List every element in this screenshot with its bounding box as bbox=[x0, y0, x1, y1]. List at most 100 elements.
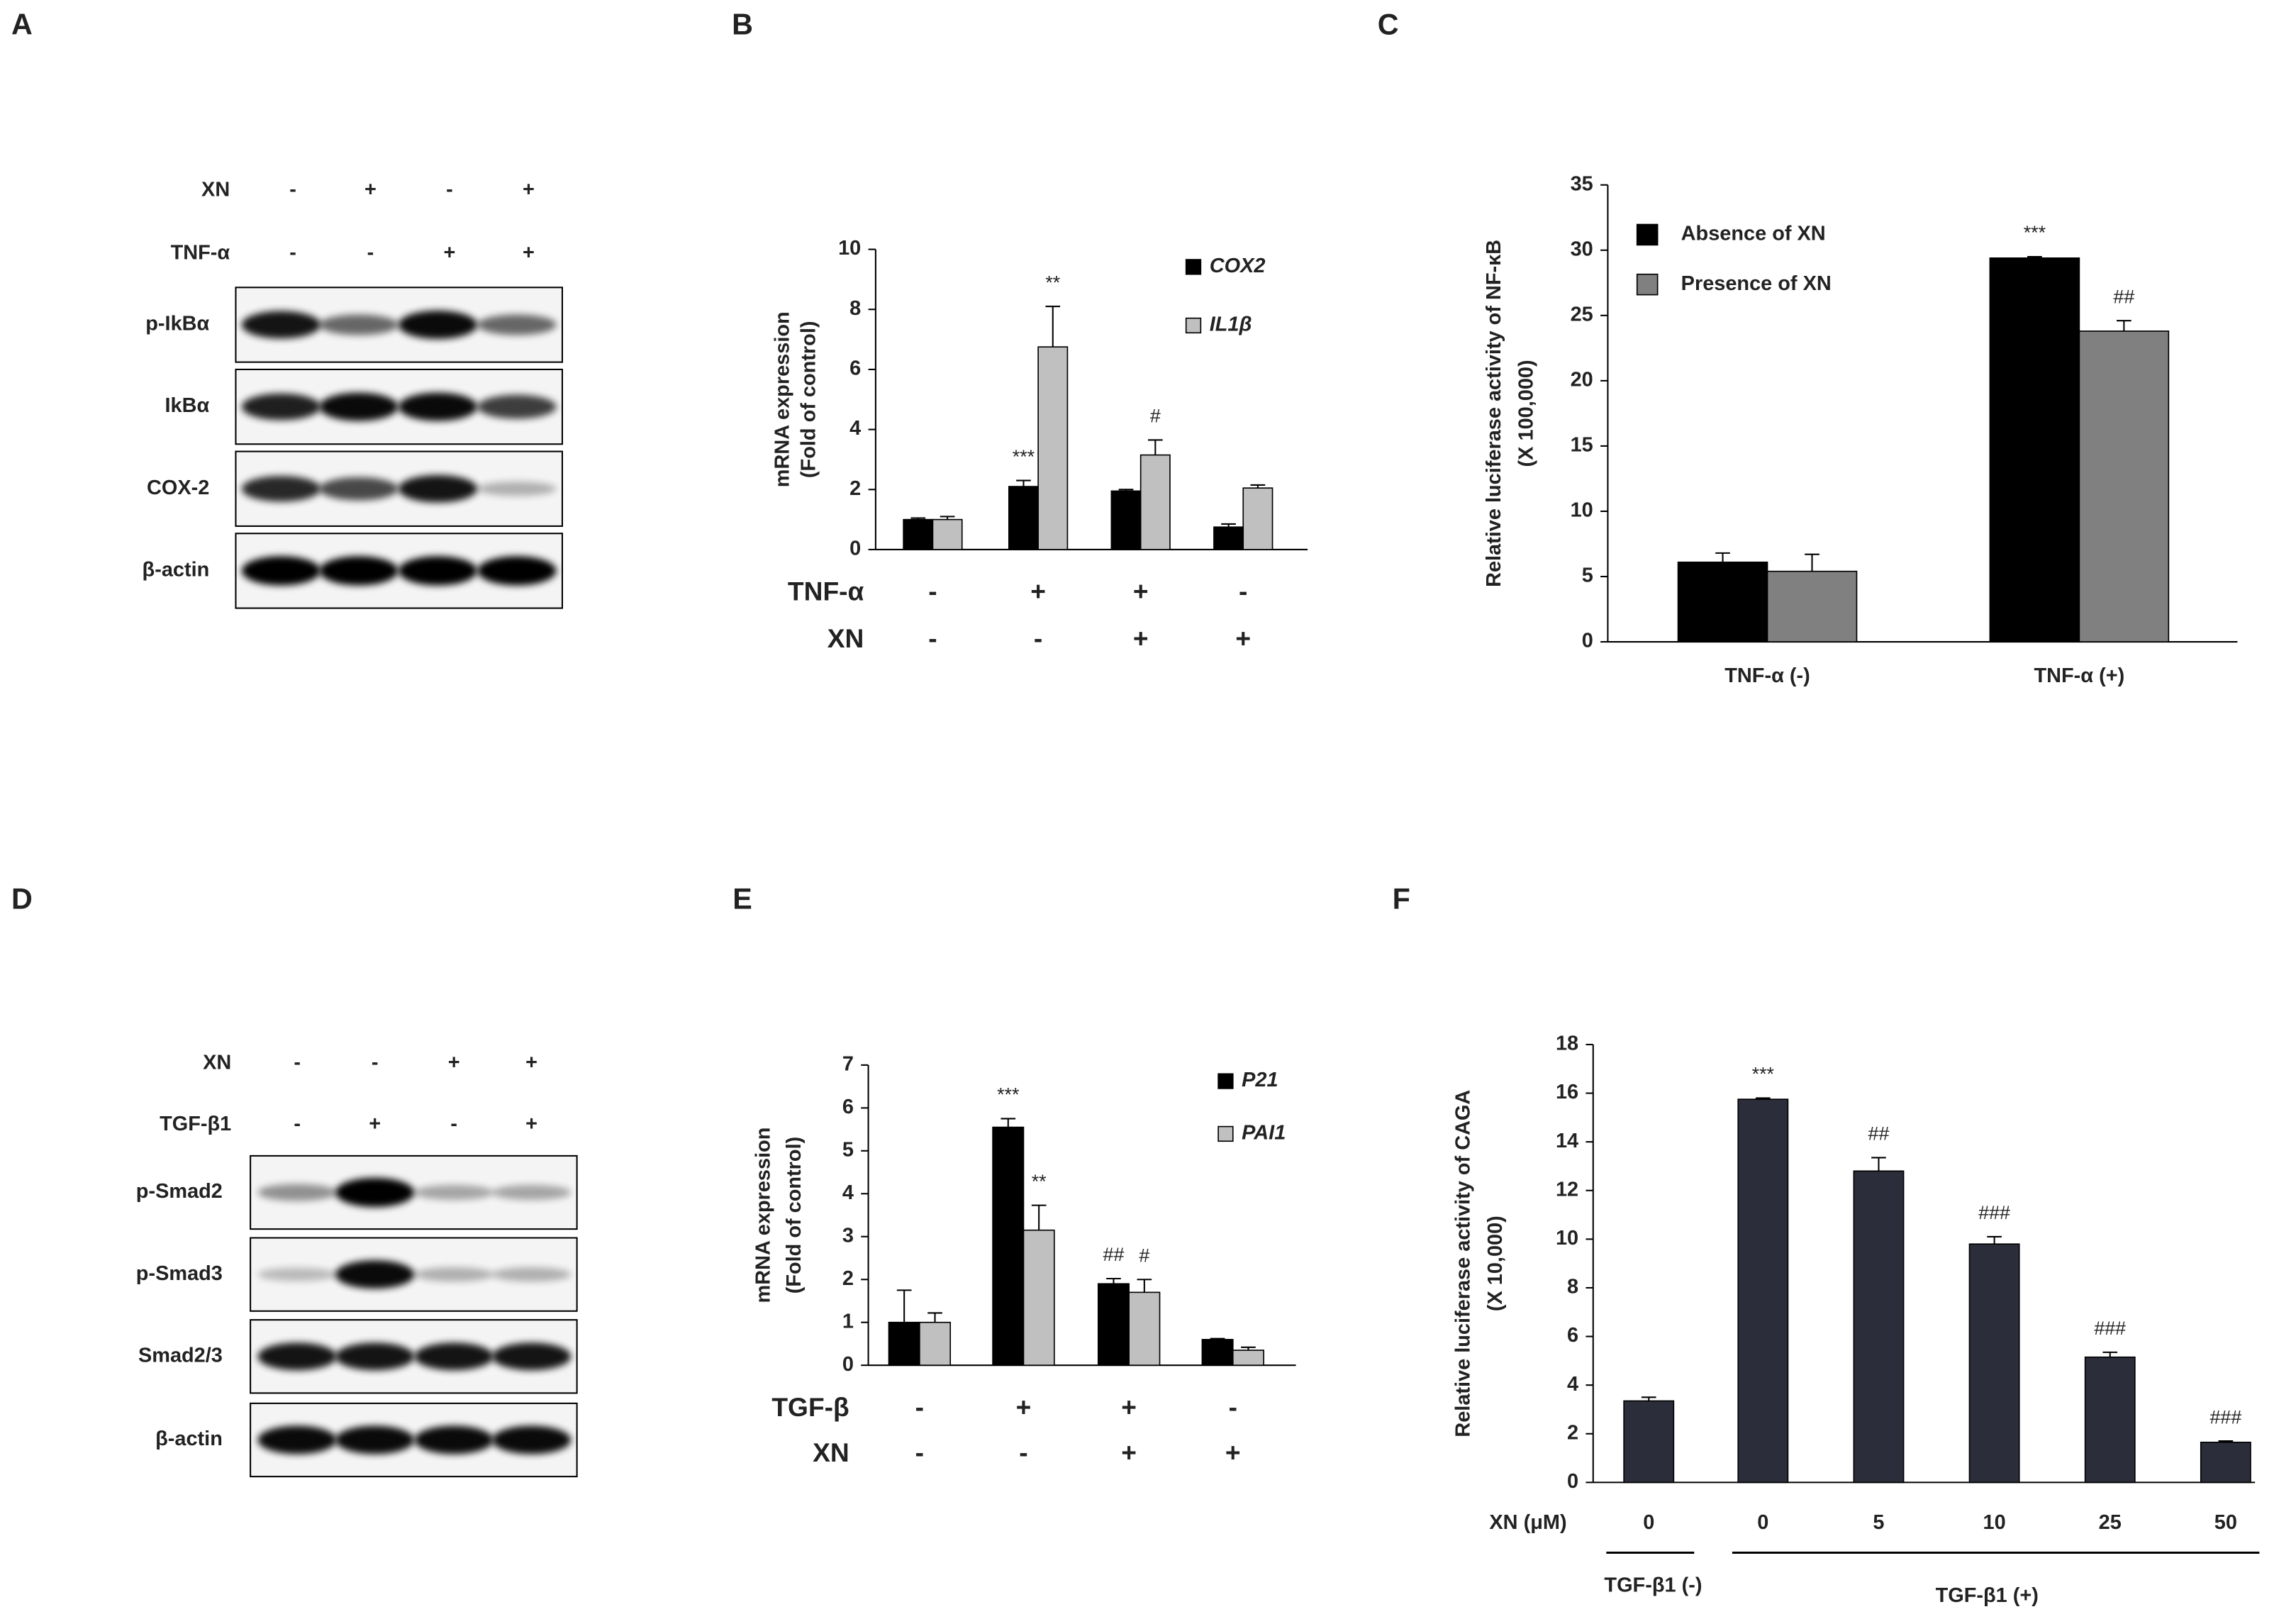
condition-sign: + bbox=[448, 1051, 460, 1074]
bar bbox=[2200, 1441, 2251, 1484]
legend-swatch bbox=[1217, 1073, 1234, 1089]
error-bar bbox=[910, 517, 926, 520]
bar bbox=[1022, 1229, 1055, 1367]
condition-sign: + bbox=[525, 1051, 537, 1074]
y-axis-label: (X 10,000) bbox=[1484, 1215, 1507, 1311]
blot-band bbox=[257, 1184, 337, 1201]
legend-label: P21 bbox=[1242, 1069, 1278, 1091]
y-axis-label: (Fold of control) bbox=[798, 321, 820, 479]
condition-sign: + bbox=[1133, 623, 1149, 653]
y-tick-label: 2 bbox=[1567, 1421, 1578, 1444]
bar bbox=[1097, 1283, 1130, 1367]
y-tick-label: 15 bbox=[1571, 434, 1593, 457]
bar bbox=[992, 1126, 1025, 1367]
y-tick-label: 8 bbox=[849, 297, 861, 320]
condition-sign: + bbox=[1121, 1392, 1137, 1422]
legend-swatch bbox=[1217, 1125, 1234, 1142]
y-tick-label: 0 bbox=[849, 538, 861, 560]
y-tick-label: 25 bbox=[1571, 303, 1593, 326]
blot-band bbox=[398, 556, 478, 586]
blot-band bbox=[257, 1425, 337, 1454]
y-tick-label: 6 bbox=[849, 357, 861, 380]
error-bar bbox=[1106, 1277, 1121, 1284]
error-bar bbox=[1987, 1235, 2002, 1245]
blot-band bbox=[241, 311, 321, 339]
condition-sign: - bbox=[446, 179, 453, 201]
y-tick-label: 5 bbox=[1582, 564, 1593, 587]
condition-sign: - bbox=[1019, 1437, 1027, 1467]
y-tick-label: 6 bbox=[842, 1096, 854, 1118]
y-axis-label: (Fold of control) bbox=[783, 1137, 806, 1294]
y-tick-label: 10 bbox=[1556, 1227, 1578, 1250]
blot-band bbox=[477, 482, 557, 496]
y-tick-label: 30 bbox=[1571, 238, 1593, 260]
condition-sign: - bbox=[450, 1113, 457, 1135]
condition-sign: + bbox=[525, 1113, 537, 1135]
y-tick-label: 20 bbox=[1571, 369, 1593, 391]
condition-label: TNF-α bbox=[171, 241, 230, 264]
bar bbox=[1737, 1098, 1789, 1484]
blot-band bbox=[241, 393, 321, 421]
y-tick-label: 5 bbox=[842, 1138, 854, 1161]
y-tick-label: 4 bbox=[842, 1181, 854, 1204]
significance-label: *** bbox=[2024, 222, 2046, 243]
x-tick-label: 50 bbox=[2214, 1511, 2237, 1534]
band-label: β-actin bbox=[143, 559, 210, 582]
bar bbox=[1232, 1350, 1264, 1367]
bar bbox=[1853, 1170, 1905, 1484]
y-tick-label: 16 bbox=[1556, 1081, 1578, 1103]
y-tick-label: 3 bbox=[842, 1224, 854, 1247]
significance-label: *** bbox=[997, 1084, 1020, 1106]
bar bbox=[2078, 330, 2170, 642]
band-label: Smad2/3 bbox=[138, 1344, 223, 1367]
bar bbox=[1989, 257, 2080, 642]
significance-label: *** bbox=[1013, 446, 1035, 467]
condition-sign: + bbox=[1121, 1437, 1137, 1467]
bar bbox=[903, 518, 934, 550]
legend-label: Presence of XN bbox=[1681, 272, 1832, 295]
y-axis-label: mRNA expression bbox=[771, 311, 793, 487]
bar bbox=[1677, 561, 1768, 642]
blot-band bbox=[257, 1342, 337, 1371]
condition-sign: - bbox=[915, 1437, 924, 1467]
blot-band bbox=[319, 314, 399, 335]
bar bbox=[1766, 570, 1858, 642]
x-axis-label: XN (μM) bbox=[1489, 1511, 1566, 1534]
blot-band bbox=[335, 1177, 415, 1208]
y-tick-label: 8 bbox=[1567, 1276, 1578, 1298]
bar bbox=[1242, 487, 1274, 550]
x-tick-label: 0 bbox=[1643, 1511, 1654, 1534]
y-tick-label: 0 bbox=[842, 1353, 854, 1376]
condition-sign: - bbox=[367, 241, 374, 264]
error-bar bbox=[1241, 1346, 1256, 1351]
bar bbox=[919, 1321, 952, 1367]
x-tick-label: 10 bbox=[1983, 1511, 2006, 1534]
significance-label: ### bbox=[1978, 1202, 2010, 1223]
y-tick-label: 12 bbox=[1556, 1178, 1578, 1201]
condition-sign: + bbox=[1030, 577, 1046, 606]
bar bbox=[1128, 1291, 1161, 1367]
error-bar bbox=[1641, 1396, 1656, 1401]
condition-sign: + bbox=[523, 179, 535, 201]
error-bar bbox=[927, 1312, 942, 1323]
bar bbox=[888, 1321, 920, 1367]
bar bbox=[1139, 454, 1171, 550]
legend-swatch bbox=[1636, 223, 1659, 246]
error-bar bbox=[1210, 1337, 1225, 1340]
error-bar bbox=[2102, 1351, 2118, 1357]
condition-sign: + bbox=[523, 241, 535, 264]
y-tick-label: 2 bbox=[849, 477, 861, 500]
significance-label: # bbox=[1139, 1245, 1149, 1266]
y-axis-label: Relative luciferase activity of CAGA bbox=[1452, 1090, 1475, 1437]
bar bbox=[1110, 490, 1142, 550]
blot-band bbox=[414, 1184, 494, 1201]
condition-label: XN bbox=[201, 179, 230, 201]
y-tick-label: 18 bbox=[1556, 1033, 1578, 1055]
blot-band bbox=[241, 476, 321, 502]
y-tick-label: 0 bbox=[1567, 1470, 1578, 1493]
legend-label: COX2 bbox=[1210, 255, 1266, 277]
y-tick-label: 2 bbox=[842, 1267, 854, 1290]
error-bar bbox=[896, 1289, 912, 1323]
bar bbox=[932, 518, 963, 550]
